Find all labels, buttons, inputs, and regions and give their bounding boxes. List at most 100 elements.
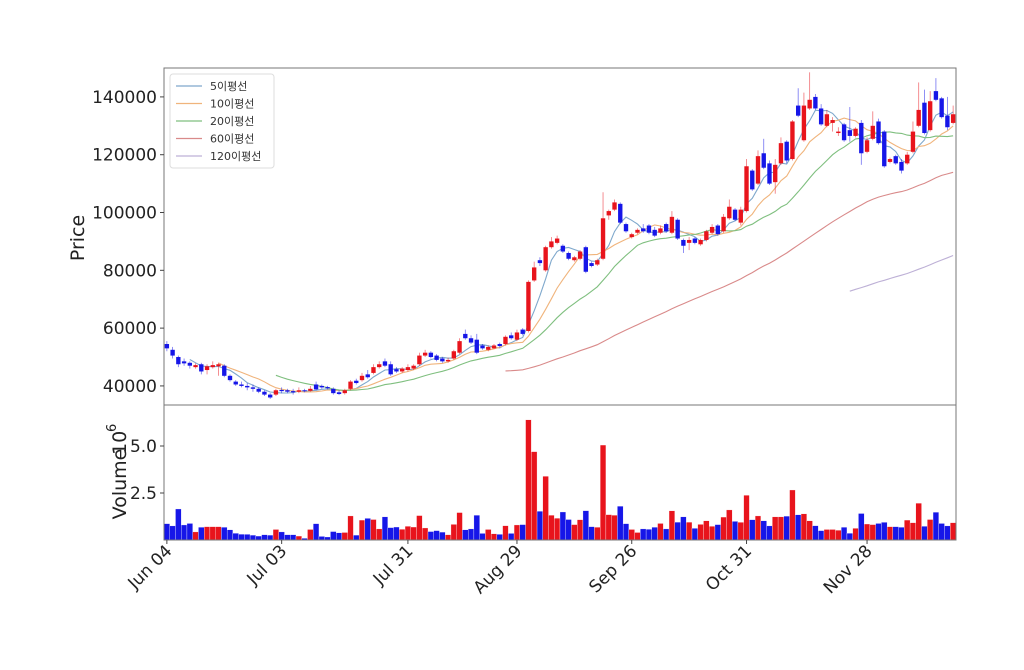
moving-average-lines <box>189 109 954 394</box>
volume-bar <box>536 511 543 541</box>
volume-bar <box>559 511 566 541</box>
candle <box>262 390 267 397</box>
candle-body <box>428 352 434 358</box>
volume-bars <box>163 419 957 541</box>
volume-bar <box>898 527 905 541</box>
ma-line-120 <box>849 254 954 292</box>
volume-bar <box>600 444 607 541</box>
candle <box>905 151 910 165</box>
candle <box>686 237 692 251</box>
candle <box>721 213 726 233</box>
volume-bar <box>835 530 842 541</box>
candle-body <box>922 102 927 134</box>
candle <box>256 387 261 394</box>
candle-body <box>543 247 548 271</box>
legend-entry-ma10: 10이평선 <box>176 98 254 111</box>
volume-bar <box>726 509 733 541</box>
candle-body <box>859 122 864 154</box>
candle <box>428 351 434 359</box>
candle-body <box>744 166 749 212</box>
candle <box>767 160 772 186</box>
volume-bar <box>238 534 245 541</box>
legend-entry-ma60: 60이평선 <box>176 133 254 146</box>
volume-bar <box>915 502 922 541</box>
candle <box>864 137 870 154</box>
candle <box>313 381 319 391</box>
candle-body <box>583 247 589 272</box>
candle-body <box>939 98 944 118</box>
candle-body <box>474 339 479 353</box>
candle-body <box>577 251 583 259</box>
candle <box>486 345 491 352</box>
candle-body <box>795 105 801 116</box>
volume-axis-label: Volume <box>109 449 131 520</box>
candle <box>468 335 474 345</box>
candle-body <box>905 154 910 164</box>
candle-body <box>704 231 709 240</box>
candle <box>600 192 606 261</box>
candle-body <box>181 361 187 364</box>
volume-bar <box>445 534 452 541</box>
candle <box>187 361 193 369</box>
volume-bar <box>628 529 635 541</box>
volume-bar <box>272 529 279 541</box>
candle <box>704 229 709 242</box>
candle <box>836 127 841 136</box>
y-tick-label: 120000 <box>92 146 157 166</box>
candle-body <box>279 389 284 392</box>
candle <box>480 344 485 350</box>
volume-bar <box>777 516 784 541</box>
candle <box>204 364 210 375</box>
legend-entry-ma5: 5이평선 <box>176 80 247 93</box>
candle-body <box>164 344 170 349</box>
candle-body <box>830 120 835 123</box>
candle <box>377 361 382 369</box>
candles <box>164 72 956 399</box>
volume-scale-base: 10 <box>109 431 131 455</box>
volume-bar <box>261 534 268 541</box>
candle <box>784 140 789 164</box>
candle-body <box>669 216 675 233</box>
candle-body <box>864 140 870 152</box>
volume-bar <box>640 528 647 541</box>
candle <box>612 199 617 212</box>
volume-bar <box>783 515 790 541</box>
candle <box>715 224 721 236</box>
candle-body <box>491 345 497 349</box>
volume-bar <box>944 525 951 541</box>
x-tick-label: Jul 31 <box>369 541 417 589</box>
volume-bar <box>829 529 836 541</box>
volume-bar <box>571 524 578 541</box>
candle-body <box>715 225 721 235</box>
volume-bar <box>502 525 509 541</box>
candle-body <box>388 364 393 375</box>
candle <box>824 109 830 128</box>
candle <box>795 88 801 118</box>
candle <box>813 94 818 110</box>
candle-body <box>950 114 956 123</box>
candle-body <box>870 125 875 139</box>
candle <box>170 346 175 359</box>
volume-bar <box>577 519 584 541</box>
volume-bar <box>634 532 641 541</box>
candle-body <box>187 362 193 366</box>
volume-bar <box>594 527 601 541</box>
candle-body <box>876 121 881 144</box>
volume-bar <box>737 522 744 541</box>
volume-bar <box>232 533 239 541</box>
candle-body <box>457 341 462 353</box>
volume-bar <box>938 523 945 541</box>
candle <box>830 117 835 132</box>
y-tick-label: 100000 <box>92 204 157 224</box>
ma-line-60 <box>505 171 954 372</box>
candle <box>531 261 537 282</box>
volume-bar <box>169 525 176 541</box>
candle <box>589 261 594 268</box>
volume-bar <box>697 524 704 541</box>
candle-body <box>589 263 594 266</box>
candle-body <box>618 203 623 223</box>
volume-bar <box>215 526 222 541</box>
volume-bar <box>789 489 796 541</box>
candle <box>451 349 457 360</box>
